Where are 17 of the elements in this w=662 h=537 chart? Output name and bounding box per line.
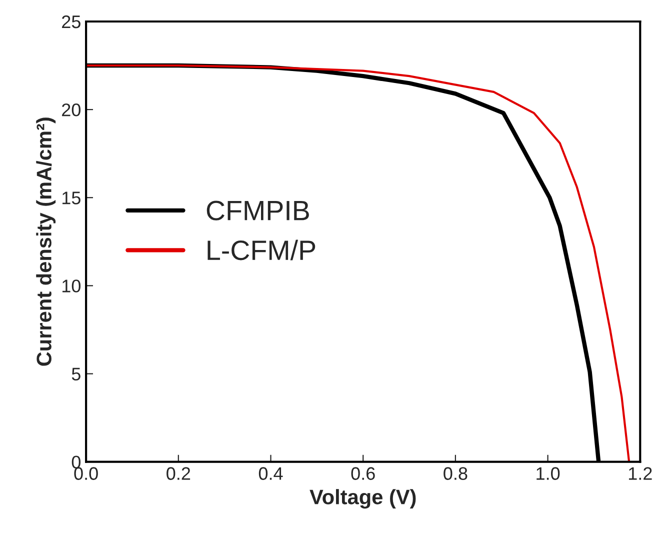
x-tick-label: 1.0 <box>536 467 560 480</box>
x-axis-title: Voltage (V) <box>310 489 416 509</box>
x-tick-label: 1.2 <box>628 467 652 480</box>
y-tick-label: 15 <box>62 192 80 204</box>
x-tick-label: 0.0 <box>74 467 98 480</box>
y-tick-label: 10 <box>62 280 80 292</box>
x-tick-label: 0.8 <box>444 467 468 480</box>
y-tick-label: 25 <box>62 15 80 28</box>
legend-label: CFMPIB <box>206 200 309 220</box>
y-tick-label: 5 <box>72 368 80 380</box>
x-tick-label: 0.2 <box>166 467 190 480</box>
x-tick-label: 0.4 <box>258 467 283 480</box>
y-axis-title: Current density (mA/cm²) <box>36 118 56 366</box>
y-tick-label: 20 <box>62 103 80 116</box>
legend-label: L-CFM/P <box>208 240 316 260</box>
x-tick-label: 0.6 <box>351 467 375 480</box>
y-tick-label: 0 <box>72 456 80 469</box>
